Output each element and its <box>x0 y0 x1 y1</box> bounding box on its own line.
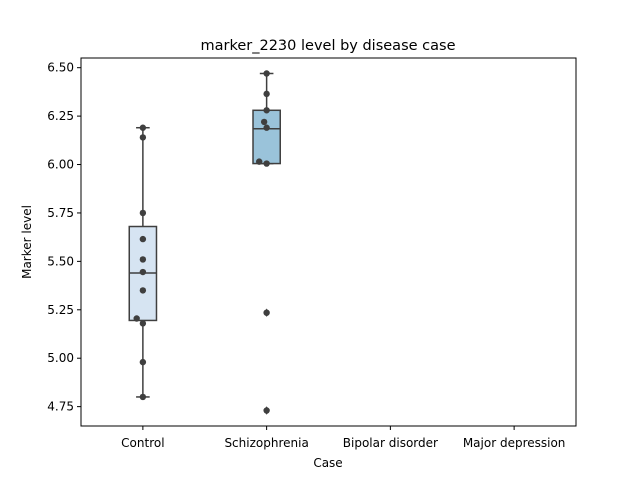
data-point <box>139 268 147 276</box>
data-point <box>263 124 270 131</box>
data-point <box>263 407 270 414</box>
data-point <box>139 235 147 243</box>
data-point <box>263 70 270 77</box>
chart-title: marker_2230 level by disease case <box>201 38 456 54</box>
strip-points <box>133 70 270 414</box>
data-point <box>263 309 270 316</box>
y-tick-label: 6.50 <box>47 61 74 75</box>
plot-area <box>128 70 281 415</box>
box-schizophrenia <box>252 72 281 415</box>
y-tick-label: 5.50 <box>47 254 74 268</box>
data-point <box>139 358 147 366</box>
y-axis: 4.75 5.00 5.25 5.50 5.75 6.00 6.25 6.50 <box>47 61 81 414</box>
y-axis-label: Marker level <box>20 205 34 279</box>
y-tick-label: 4.75 <box>47 400 74 414</box>
data-point <box>139 134 147 141</box>
x-tick-label: Schizophrenia <box>224 436 308 450</box>
data-point <box>263 107 270 114</box>
data-point <box>133 315 140 322</box>
data-point <box>139 256 147 263</box>
data-point <box>260 118 268 126</box>
data-point <box>263 160 270 167</box>
y-tick-label: 5.00 <box>47 351 74 365</box>
y-tick-label: 6.00 <box>47 158 74 172</box>
y-tick-label: 5.75 <box>47 206 74 220</box>
x-tick-label: Major depression <box>463 436 566 450</box>
data-point <box>139 124 147 131</box>
data-point <box>139 320 147 327</box>
box-body <box>252 109 281 165</box>
data-point <box>139 287 147 294</box>
x-tick-label: Bipolar disorder <box>343 436 438 450</box>
data-point <box>139 393 147 401</box>
data-point <box>263 90 270 98</box>
plot-frame <box>80 57 577 427</box>
data-point <box>256 158 263 165</box>
data-point <box>139 209 147 217</box>
x-tick-label: Control <box>121 436 164 450</box>
x-axis: Control Schizophrenia Bipolar disorder Majo… <box>121 426 565 450</box>
x-axis-label: Case <box>313 456 342 470</box>
y-tick-label: 5.25 <box>47 303 74 317</box>
y-tick-label: 6.25 <box>47 109 74 123</box>
